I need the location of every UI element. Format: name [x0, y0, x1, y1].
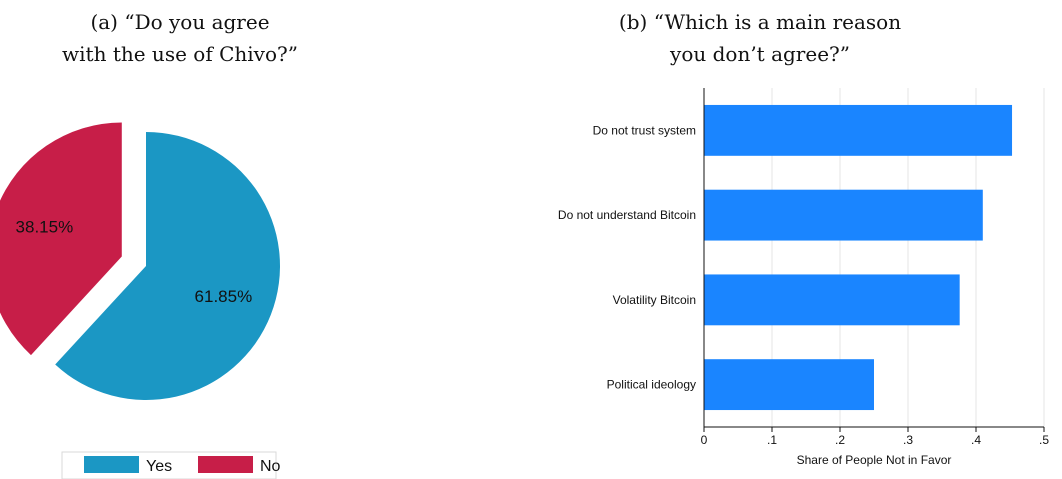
bar-do-not-trust-system	[704, 104, 1013, 156]
y-category-label: Do not trust system	[593, 123, 696, 137]
y-category-label: Volatility Bitcoin	[613, 293, 696, 307]
pie-title-line-1: (a) “Do you agree	[90, 10, 270, 34]
x-tick-label: .2	[835, 433, 845, 447]
legend-label-no: No	[260, 458, 281, 475]
bar-political-ideology	[704, 359, 874, 411]
x-tick-label: .3	[903, 433, 913, 447]
x-tick-label: .4	[971, 433, 981, 447]
y-category-label: Do not understand Bitcoin	[558, 208, 696, 222]
pie-value-label-no: 38.15%	[16, 217, 74, 236]
bar-chart-title: (b) “Which is a main reason you don’t ag…	[560, 6, 960, 70]
x-axis-label: Share of People Not in Favor	[797, 453, 952, 467]
x-tick-label: .1	[767, 433, 777, 447]
pie-chart-title: (a) “Do you agree with the use of Chivo?…	[0, 6, 360, 70]
pie-slice-no	[0, 122, 122, 356]
legend-swatch-no	[198, 456, 253, 473]
x-tick-label: 0	[701, 433, 708, 447]
pie-legend: Yes No	[61, 451, 281, 479]
bar-title-line-1: (b) “Which is a main reason	[618, 10, 902, 34]
legend-swatch-yes	[84, 456, 139, 473]
bar-do-not-understand-bitcoin	[704, 189, 983, 241]
pie-slice-yes	[55, 132, 281, 400]
bar-volatility-bitcoin	[704, 274, 960, 326]
y-category-label: Political ideology	[607, 378, 696, 392]
x-tick-label: .5	[1039, 433, 1049, 447]
pie-chart: 61.85% 38.15% Yes No	[0, 122, 281, 479]
legend-label-yes: Yes	[146, 458, 172, 475]
pie-title-line-2: with the use of Chivo?”	[62, 42, 298, 66]
pie-value-label-yes: 61.85%	[195, 287, 253, 306]
bar-title-line-2: you don’t agree?”	[670, 42, 850, 66]
